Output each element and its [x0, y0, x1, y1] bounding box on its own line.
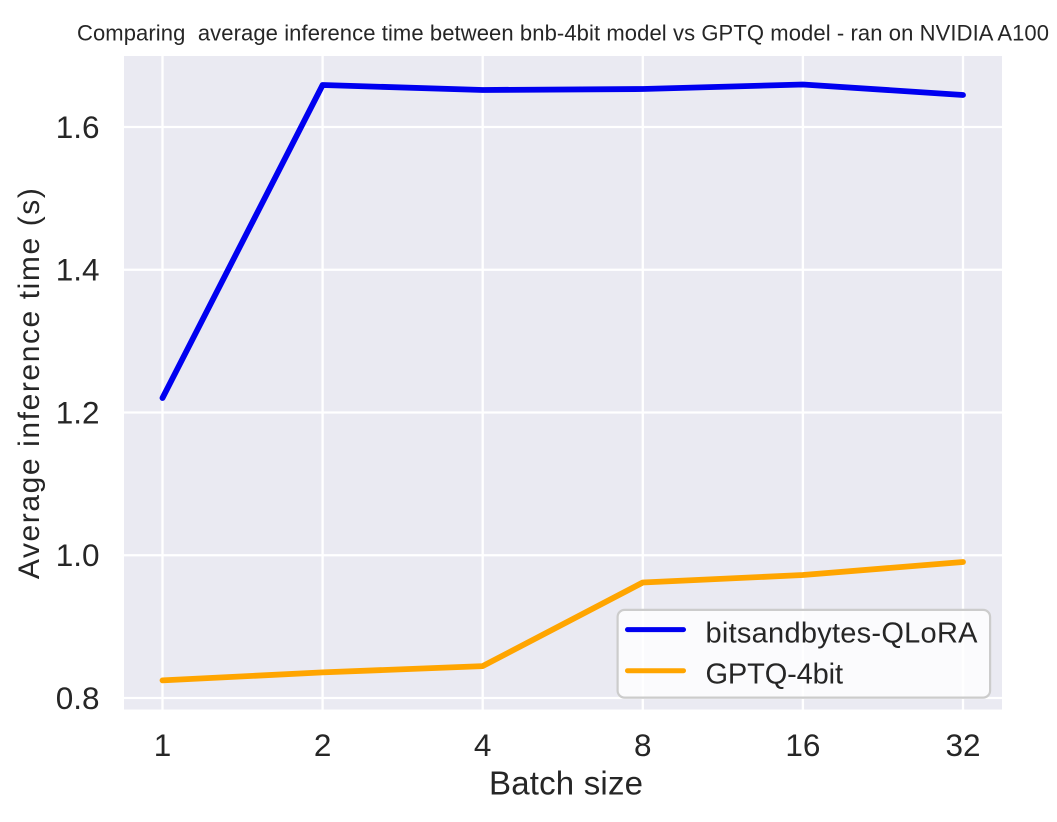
svg-text:Average inference time (s): Average inference time (s)	[13, 188, 46, 579]
svg-text:Batch size: Batch size	[489, 765, 643, 802]
svg-text:1.4: 1.4	[56, 252, 100, 288]
svg-text:16: 16	[785, 727, 820, 763]
svg-text:bitsandbytes-QLoRA: bitsandbytes-QLoRA	[706, 617, 979, 649]
svg-text:Comparing average inference t: Comparing average inference time between…	[77, 20, 1049, 45]
svg-text:8: 8	[634, 727, 652, 763]
svg-text:GPTQ-4bit: GPTQ-4bit	[706, 659, 844, 691]
svg-text:4: 4	[474, 727, 492, 763]
svg-text:32: 32	[945, 727, 980, 763]
svg-text:1.6: 1.6	[56, 109, 100, 145]
svg-text:1.2: 1.2	[56, 394, 100, 430]
svg-text:1.0: 1.0	[56, 537, 100, 573]
svg-text:2: 2	[314, 727, 332, 763]
svg-text:0.8: 0.8	[56, 680, 100, 716]
svg-text:1: 1	[154, 727, 172, 763]
